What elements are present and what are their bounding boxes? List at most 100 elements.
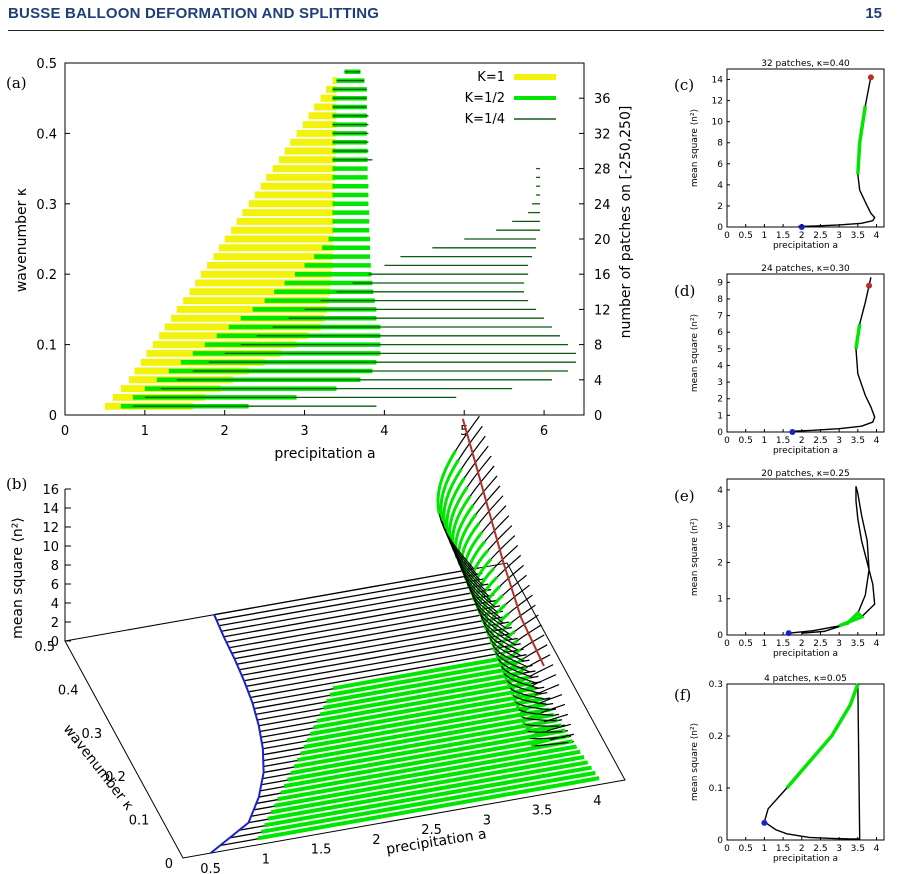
c-xtick-label: 0: [724, 231, 730, 241]
c-frame: [726, 68, 885, 228]
c-ytick-label: 2: [717, 202, 723, 212]
green-band-14: [300, 707, 551, 756]
e-ytick-label: 0: [717, 631, 723, 641]
c-ytick-label: 10: [712, 118, 724, 128]
panel-b-lines: [209, 415, 600, 854]
y2tick-label: 32: [594, 127, 611, 142]
e-xlabel: precipitation a: [773, 649, 838, 659]
panel-a-y2label: number of patches on [-250,250]: [618, 106, 634, 339]
d-xtick-label: 4: [874, 436, 880, 446]
d-ytick-label: 6: [717, 328, 723, 338]
slice-line-37: [221, 583, 489, 632]
c-xtick-label: 3: [836, 231, 842, 241]
green-band-17: [309, 691, 540, 736]
e-xtick-label: 3: [836, 639, 842, 649]
f-xtick-label: 4: [874, 844, 880, 854]
e-xtick-label: 1: [762, 639, 768, 649]
f-xtick-label: 3.5: [851, 844, 865, 854]
rise-green-25: [480, 585, 501, 624]
rise-green-8: [530, 738, 551, 748]
green-band-9: [283, 733, 570, 789]
rise-green-13: [516, 693, 536, 711]
c-ytick-label: 0: [717, 223, 723, 233]
green-band-7: [277, 744, 577, 802]
green-band-21: [323, 670, 524, 710]
e-green: [838, 610, 865, 628]
f-xtick-label: 1: [762, 844, 768, 854]
d-frame: [726, 273, 885, 433]
ztick-label: 8: [51, 559, 59, 574]
c-xtick-label: 1: [762, 231, 768, 241]
panel-a-chart: 0 1 2 3 4 5 600.10.20.30.40.504812162024283236…: [14, 57, 634, 462]
green-band-20: [319, 675, 528, 717]
ztick-label: 14: [42, 502, 59, 517]
e-ytick-label: 3: [717, 522, 723, 532]
e-xtick-label: 2.5: [813, 639, 827, 649]
d-ylabel: mean square ⟨n²⟩: [690, 314, 700, 392]
slice-line-33: [231, 605, 501, 654]
rise-green-39: [439, 459, 460, 522]
d-ytick-label: 7: [717, 312, 723, 322]
page-header: BUSSE BALLOON DEFORMATION AND SPLITTING …: [8, 0, 884, 31]
panel-label-a: (a): [6, 74, 27, 92]
f-ylabel: mean square ⟨n²⟩: [690, 723, 700, 801]
xtick-label: 0: [61, 424, 69, 439]
ytick-label: 0: [165, 857, 173, 872]
d-ytick-label: 3: [717, 378, 723, 388]
green-band-10: [287, 728, 566, 782]
y2tick-label: 20: [594, 233, 611, 248]
slice-line-38: [218, 578, 486, 627]
ytick-label: 0.2: [105, 770, 126, 785]
y2tick-label: 12: [594, 303, 611, 318]
f-xtick-label: 3: [836, 844, 842, 854]
e-ylabel: mean square ⟨n²⟩: [690, 518, 700, 596]
c-title: 32 patches, κ=0.40: [761, 59, 850, 69]
ytick-label: 0.5: [34, 640, 55, 655]
e-ytick-label: 4: [717, 486, 723, 496]
panel-a-xlabel: precipitation a: [274, 446, 375, 462]
rise-green-10: [524, 720, 545, 733]
f-xtick-label: 2.5: [813, 844, 827, 854]
slice-line-31: [236, 616, 507, 665]
green-band-22: [326, 665, 521, 704]
green-band-5: [270, 755, 585, 815]
green-band-15: [303, 702, 547, 749]
e-blue-point: [785, 630, 792, 637]
d-xtick-label: 0.5: [739, 436, 753, 446]
xtick-label: 2: [221, 424, 229, 439]
c-ytick-label: 6: [717, 160, 723, 170]
f-xlabel: precipitation a: [773, 854, 838, 864]
y2tick-label: 24: [594, 198, 611, 213]
d-xtick-label: 2.5: [813, 436, 827, 446]
green-band-23: [329, 660, 517, 697]
c-xtick-label: 3.5: [851, 231, 865, 241]
panel-a-ylabel: wavenumber κ: [14, 188, 30, 292]
f-ytick-label: 0.2: [709, 732, 723, 742]
e-curve: [788, 486, 876, 634]
xtick-label: 3: [483, 813, 491, 828]
d-xtick-label: 3.5: [851, 436, 865, 446]
rise-green-11: [521, 711, 542, 726]
d-xtick-label: 3: [836, 436, 842, 446]
c-xtick-label: 4: [874, 231, 880, 241]
c-green: [856, 105, 868, 175]
fold-blue: [209, 614, 265, 854]
rise-green-35: [451, 495, 472, 551]
xtick-label: 4: [593, 794, 601, 809]
slice-line-29: [241, 626, 512, 676]
green-band-3: [264, 765, 592, 828]
green-band-2: [261, 770, 596, 834]
e-xtick-label: 2: [799, 639, 805, 649]
green-band-6: [274, 749, 581, 808]
rise-green-38: [442, 468, 463, 530]
xtick-label: 6: [540, 424, 548, 439]
c-curve: [798, 76, 876, 228]
xtick-label: 3: [300, 424, 308, 439]
panel-b-ticks: 0 2 4 6 8 10 12 14 16 0 0.1 0.2 0.3 0.4 0.5 0.5 1 1.5 2 2.5…: [34, 483, 601, 874]
f-frame: [726, 683, 885, 841]
xtick-label: 2.5: [421, 823, 442, 838]
ytick-label: 0.3: [36, 198, 57, 213]
ztick-label: 16: [42, 483, 59, 498]
f-ytick-label: 0: [717, 836, 723, 846]
slice-line-34: [228, 599, 498, 649]
